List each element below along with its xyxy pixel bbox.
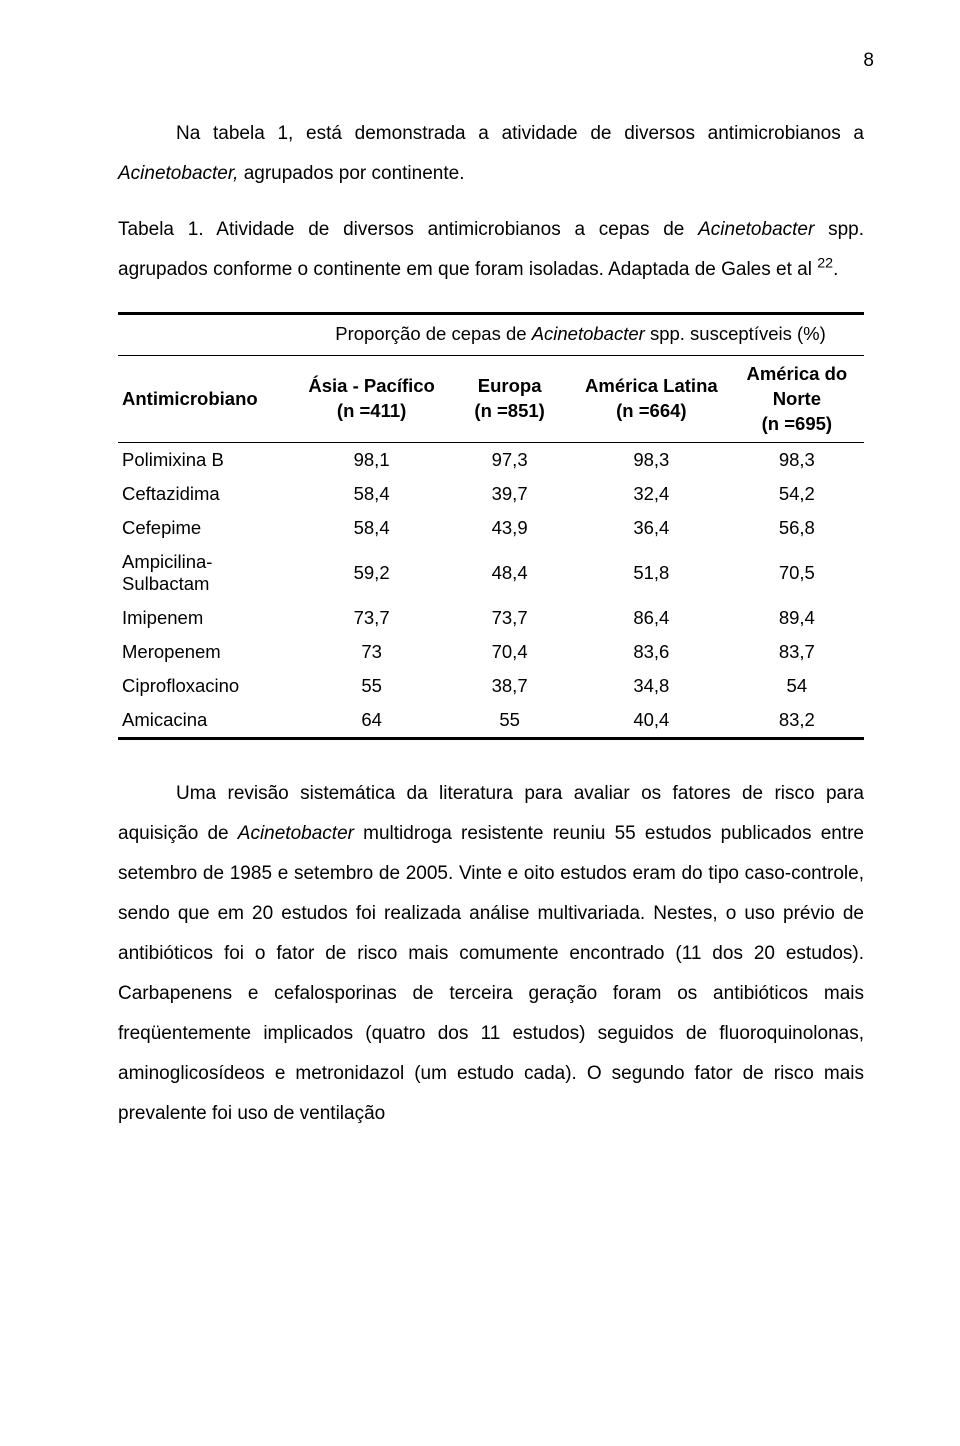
cell-value: 98,1 xyxy=(297,443,446,478)
p1-text-a: Na tabela 1, está demonstrada a atividad… xyxy=(176,123,864,144)
cell-value: 55 xyxy=(297,669,446,703)
p3-text-b: Acinetobacter xyxy=(238,823,363,844)
cell-value: 86,4 xyxy=(573,601,730,635)
cell-value: 54 xyxy=(730,669,864,703)
cell-value: 34,8 xyxy=(573,669,730,703)
table-row: Meropenem7370,483,683,7 xyxy=(118,635,864,669)
col-header-4: América do Norte (n =695) xyxy=(730,355,864,443)
cell-value: 43,9 xyxy=(446,511,573,545)
paragraph-3: Uma revisão sistemática da literatura pa… xyxy=(118,774,864,1133)
cell-value: 40,4 xyxy=(573,703,730,739)
cell-value: 64 xyxy=(297,703,446,739)
cell-value: 98,3 xyxy=(573,443,730,478)
row-label-line: Sulbactam xyxy=(122,573,293,595)
row-label-line: Ampicilina- xyxy=(122,551,293,573)
cell-value: 89,4 xyxy=(730,601,864,635)
cell-value: 73 xyxy=(297,635,446,669)
table-row: Amicacina645540,483,2 xyxy=(118,703,864,739)
table-row: Ciprofloxacino5538,734,854 xyxy=(118,669,864,703)
col3-l2: (n =664) xyxy=(577,399,726,424)
row-label: Ampicilina-Sulbactam xyxy=(118,545,297,601)
table-row: Cefepime58,443,936,456,8 xyxy=(118,511,864,545)
cell-value: 32,4 xyxy=(573,477,730,511)
table-header-row: Antimicrobiano Ásia - Pacífico (n =411) … xyxy=(118,355,864,443)
table-caption-row: Proporção de cepas de Acinetobacter spp.… xyxy=(118,313,864,355)
p2-text-d: . xyxy=(833,259,838,280)
table-container: Proporção de cepas de Acinetobacter spp.… xyxy=(118,312,864,741)
cell-value: 54,2 xyxy=(730,477,864,511)
row-label: Imipenem xyxy=(118,601,297,635)
caption-b: Acinetobacter xyxy=(532,323,650,344)
cell-value: 51,8 xyxy=(573,545,730,601)
cell-value: 39,7 xyxy=(446,477,573,511)
row-label: Amicacina xyxy=(118,703,297,739)
col-header-0: Antimicrobiano xyxy=(118,355,297,443)
paragraph-1: Na tabela 1, está demonstrada a atividad… xyxy=(118,114,864,194)
table-row: Ceftazidima58,439,732,454,2 xyxy=(118,477,864,511)
col-header-2: Europa (n =851) xyxy=(446,355,573,443)
col2-l1: Europa xyxy=(450,374,569,399)
col-header-3: América Latina (n =664) xyxy=(573,355,730,443)
table-row: Imipenem73,773,786,489,4 xyxy=(118,601,864,635)
p2-sup: 22 xyxy=(817,255,833,271)
col3-l1: América Latina xyxy=(577,374,726,399)
col4-l2: Norte xyxy=(734,387,860,412)
cell-value: 70,5 xyxy=(730,545,864,601)
col1-l2: (n =411) xyxy=(301,399,442,424)
cell-value: 83,2 xyxy=(730,703,864,739)
page-container: 8 Na tabela 1, está demonstrada a ativid… xyxy=(0,0,960,1189)
cell-value: 58,4 xyxy=(297,511,446,545)
cell-value: 48,4 xyxy=(446,545,573,601)
cell-value: 58,4 xyxy=(297,477,446,511)
row-label: Ceftazidima xyxy=(118,477,297,511)
cell-value: 83,6 xyxy=(573,635,730,669)
table-row: Ampicilina-Sulbactam59,248,451,870,5 xyxy=(118,545,864,601)
paragraph-2: Tabela 1. Atividade de diversos antimicr… xyxy=(118,210,864,290)
col-header-1: Ásia - Pacífico (n =411) xyxy=(297,355,446,443)
cell-value: 56,8 xyxy=(730,511,864,545)
col4-l1: América do xyxy=(734,362,860,387)
cell-value: 38,7 xyxy=(446,669,573,703)
p3-text-c: multidroga resistente reuniu 55 estudos … xyxy=(118,823,864,1123)
cell-value: 59,2 xyxy=(297,545,446,601)
row-label: Polimixina B xyxy=(118,443,297,478)
cell-value: 70,4 xyxy=(446,635,573,669)
table-body: Polimixina B98,197,398,398,3Ceftazidima5… xyxy=(118,443,864,739)
cell-value: 98,3 xyxy=(730,443,864,478)
col4-l3: (n =695) xyxy=(734,412,860,437)
p1-text-b: Acinetobacter, xyxy=(118,163,244,184)
p2-text-a: Tabela 1. Atividade de diversos antimicr… xyxy=(118,219,698,240)
row-label: Cefepime xyxy=(118,511,297,545)
cell-value: 83,7 xyxy=(730,635,864,669)
page-number: 8 xyxy=(118,50,874,72)
row-label: Ciprofloxacino xyxy=(118,669,297,703)
cell-value: 97,3 xyxy=(446,443,573,478)
cell-value: 73,7 xyxy=(446,601,573,635)
caption-c: spp. susceptíveis (%) xyxy=(650,323,826,344)
col1-l1: Ásia - Pacífico xyxy=(301,374,442,399)
table-row: Polimixina B98,197,398,398,3 xyxy=(118,443,864,478)
p1-text-c: agrupados por continente. xyxy=(244,163,465,184)
cell-value: 73,7 xyxy=(297,601,446,635)
cell-value: 55 xyxy=(446,703,573,739)
row-label: Meropenem xyxy=(118,635,297,669)
col2-l2: (n =851) xyxy=(450,399,569,424)
table-caption-spacer xyxy=(118,313,297,355)
p2-text-b: Acinetobacter xyxy=(698,219,828,240)
table-caption: Proporção de cepas de Acinetobacter spp.… xyxy=(297,313,864,355)
data-table: Proporção de cepas de Acinetobacter spp.… xyxy=(118,312,864,741)
cell-value: 36,4 xyxy=(573,511,730,545)
caption-a: Proporção de cepas de xyxy=(335,323,531,344)
